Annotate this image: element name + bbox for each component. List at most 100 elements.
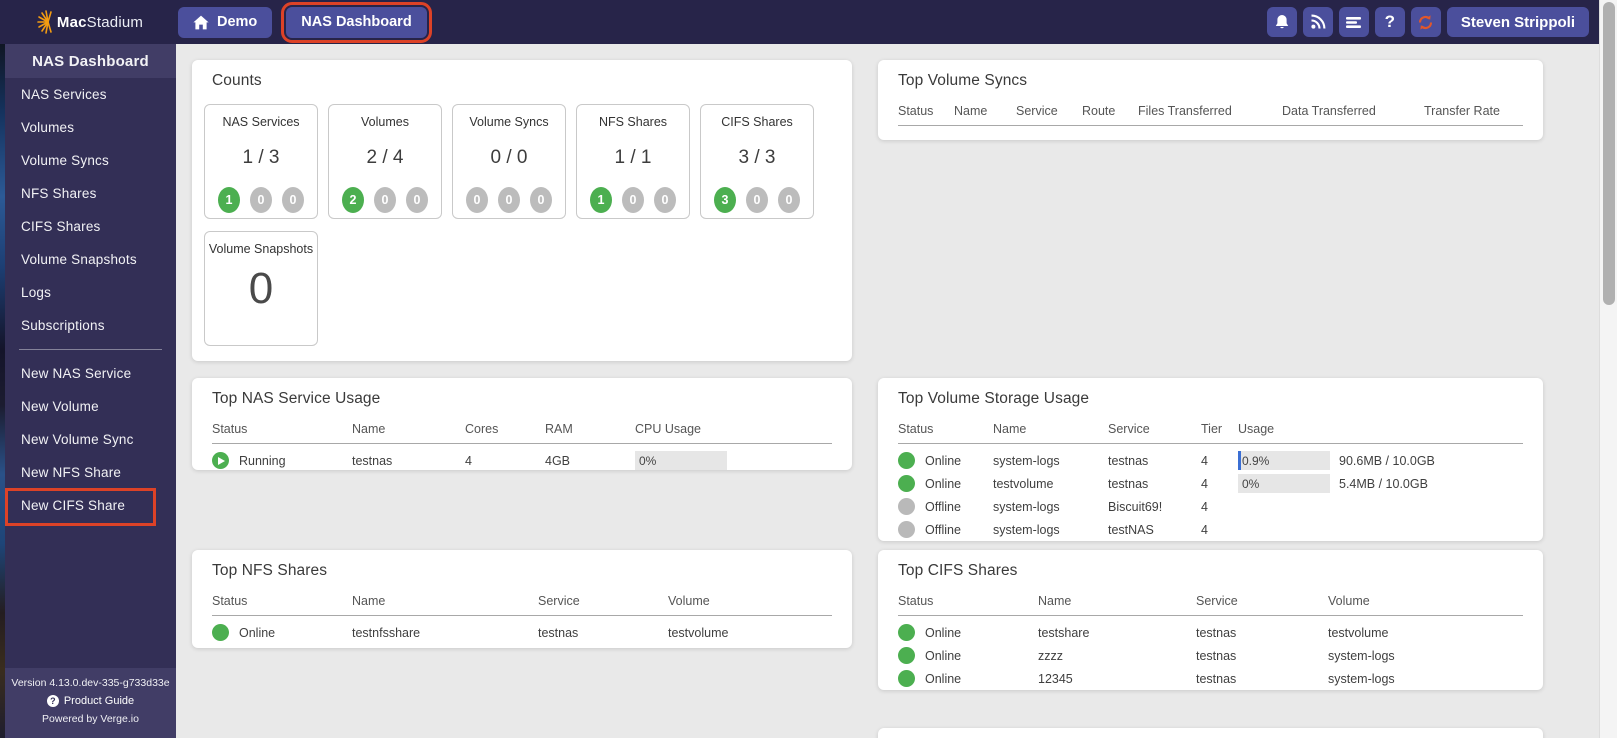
- refresh-icon: [1419, 14, 1433, 30]
- table-cell: testnas: [352, 453, 393, 468]
- table-cell: testNAS: [1108, 522, 1154, 537]
- macstadium-logo[interactable]: MacStadium: [0, 9, 176, 35]
- status-label: Online: [925, 625, 962, 640]
- table-header: Status Name Service Tier Usage: [898, 422, 1523, 444]
- console-button[interactable]: [1338, 7, 1369, 37]
- status-cell: Offline: [898, 498, 993, 515]
- table-row[interactable]: Online 12345 testnas system-logs: [898, 667, 1523, 690]
- refresh-button[interactable]: [1410, 7, 1441, 37]
- table-header: Status Name Service Volume: [898, 594, 1523, 616]
- nav-tabs: Demo NAS Dashboard: [178, 1, 432, 43]
- table-row[interactable]: Online testvolume testnas 4 0% 5.4MB / 10.0GB: [898, 472, 1523, 495]
- column-header-status: Status: [212, 422, 248, 436]
- table-row[interactable]: Running testnas 4 4GB 0%: [212, 449, 832, 470]
- logo-text: MacStadium: [56, 13, 144, 31]
- card-value: 1 / 1: [614, 146, 652, 168]
- card-value: 1 / 3: [242, 146, 280, 168]
- bell-icon: [1275, 14, 1289, 28]
- table-cell: testnas: [1108, 453, 1149, 468]
- table-body: Online system-logs testnas 4 0.9% 90.6MB / 10…: [878, 444, 1543, 541]
- scrollbar-thumb[interactable]: [1603, 2, 1615, 305]
- table-cell: testvolume: [1328, 625, 1389, 640]
- top-nfs-shares-panel: Top NFS Shares Status Name Service Volume O…: [192, 550, 852, 648]
- volume-snapshots-card[interactable]: Volume Snapshots 0: [204, 231, 318, 346]
- usage-bar: 0%: [1238, 474, 1330, 493]
- product-guide-link[interactable]: ? Product Guide: [7, 695, 174, 707]
- sidebar-item-nfs-shares[interactable]: NFS Shares: [21, 186, 97, 201]
- help-button[interactable]: ?: [1374, 7, 1405, 37]
- sidebar: NAS Dashboard NAS Services Volumes Volume …: [5, 44, 176, 738]
- user-menu-button[interactable]: Steven Strippoli: [1446, 7, 1589, 37]
- sidebar-item-volumes[interactable]: Volumes: [21, 120, 75, 135]
- notifications-button[interactable]: [1266, 7, 1297, 37]
- sidebar-action-new-nfs-share[interactable]: New NFS Share: [21, 465, 122, 480]
- status-badge: 0: [654, 186, 676, 213]
- table-row[interactable]: Online testshare testnas testvolume: [898, 621, 1523, 644]
- page-scrollbar[interactable]: [1599, 0, 1617, 738]
- table-header: Status Name Service Route Files Transferred D…: [898, 104, 1523, 126]
- running-status-icon: [212, 452, 229, 469]
- card-label: NAS Services: [222, 115, 300, 129]
- sidebar-action-new-volume-sync[interactable]: New Volume Sync: [21, 432, 134, 447]
- table-cell: 4: [1201, 499, 1208, 514]
- table-cell: 4: [1201, 522, 1208, 537]
- sidebar-item-volume-snapshots[interactable]: Volume Snapshots: [21, 252, 137, 267]
- card-value: 3 / 3: [738, 146, 776, 168]
- column-header-service: Service: [1196, 594, 1238, 608]
- column-header-status: Status: [898, 594, 934, 608]
- powered-by-link[interactable]: Powered by Verge.io: [42, 713, 139, 725]
- status-cell: Offline: [898, 521, 993, 538]
- sidebar-item-subscriptions[interactable]: Subscriptions: [21, 318, 105, 333]
- column-header-transfer-rate: Transfer Rate: [1424, 104, 1500, 118]
- online-status-icon: [212, 624, 229, 641]
- column-header-cpu-usage: CPU Usage: [635, 422, 701, 436]
- table-cell: system-logs: [993, 453, 1060, 468]
- table-body: [878, 126, 1543, 131]
- card-label: Volume Snapshots: [208, 242, 314, 256]
- table-row[interactable]: Online testnfsshare testnas testvolume: [212, 621, 832, 644]
- tab-label: NAS Dashboard: [301, 14, 412, 30]
- sidebar-action-new-nas-service[interactable]: New NAS Service: [21, 366, 132, 381]
- sidebar-item-volume-syncs[interactable]: Volume Syncs: [21, 153, 109, 168]
- usage-bar: 0%: [635, 451, 727, 470]
- column-header-name: Name: [993, 422, 1027, 436]
- sidebar-item-cifs-shares[interactable]: CIFS Shares: [21, 219, 101, 234]
- table-body: Online testnfsshare testnas testvolume: [192, 616, 852, 644]
- status-badge: 0: [466, 186, 488, 213]
- status-badge: 0: [374, 186, 396, 213]
- status-cell: Online: [898, 624, 1038, 641]
- table-cell: system-logs: [993, 499, 1060, 514]
- online-status-icon: [898, 452, 915, 469]
- table-row[interactable]: Online system-logs testnas 4 0.9% 90.6MB / 10…: [898, 449, 1523, 472]
- top-volume-syncs-panel: Top Volume Syncs Status Name Service Route F…: [878, 60, 1543, 140]
- table-cell: testvolume: [668, 625, 729, 640]
- sidebar-action-new-cifs-share[interactable]: New CIFS Share: [5, 488, 176, 526]
- table-row[interactable]: Offline system-logs Biscuit69! 4: [898, 495, 1523, 518]
- sidebar-action-new-volume[interactable]: New Volume: [21, 399, 99, 414]
- feed-button[interactable]: [1302, 7, 1333, 37]
- status-badge: 0: [406, 186, 428, 213]
- table-row[interactable]: Offline system-logs testNAS 4: [898, 518, 1523, 541]
- card-value: 0: [248, 263, 274, 313]
- table-row[interactable]: Online zzzz testnas system-logs: [898, 644, 1523, 667]
- tab-nas-dashboard[interactable]: NAS Dashboard: [281, 1, 432, 43]
- column-header-status: Status: [898, 422, 934, 436]
- tab-demo[interactable]: Demo: [178, 6, 273, 38]
- sidebar-item-logs[interactable]: Logs: [21, 285, 52, 300]
- status-badge: 0: [530, 186, 552, 213]
- sidebar-item-nas-services[interactable]: NAS Services: [21, 87, 107, 102]
- online-status-icon: [898, 647, 915, 664]
- card-label: Volume Syncs: [469, 115, 549, 129]
- table-cell: zzzz: [1038, 648, 1063, 663]
